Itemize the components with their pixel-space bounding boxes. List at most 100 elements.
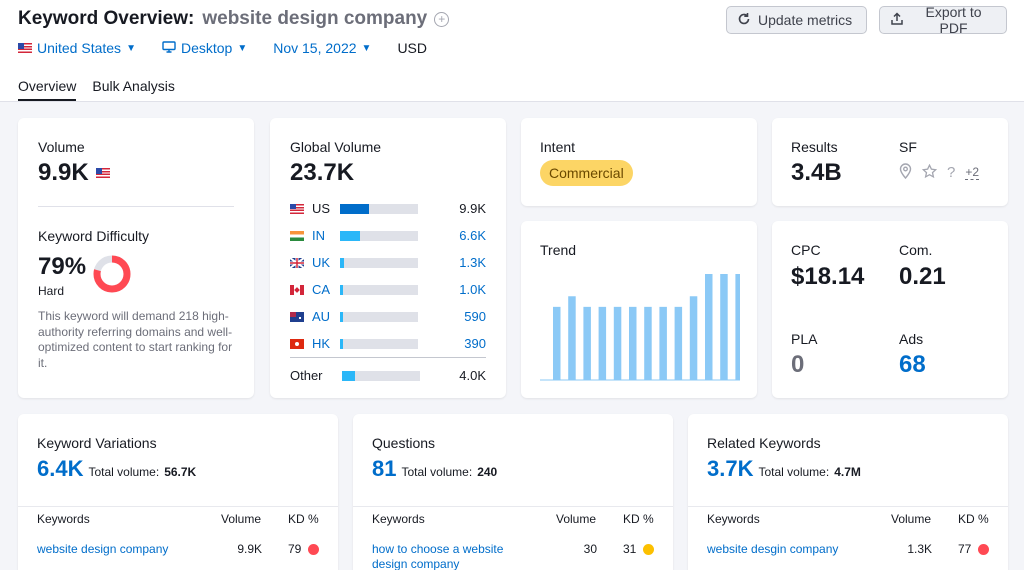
country-select[interactable]: United States ▼ — [18, 40, 136, 56]
australia-flag-icon — [290, 311, 304, 322]
com-value: 0.21 — [899, 263, 946, 290]
keyword-kd: 79 — [288, 542, 302, 556]
trend-bar[interactable] — [583, 306, 591, 380]
section-count[interactable]: 81 — [372, 456, 397, 481]
column-header-keywords: Keywords — [372, 512, 425, 526]
sf-more-link[interactable]: +2 — [965, 165, 980, 180]
divider — [688, 506, 1008, 507]
trend-card: Trend — [521, 221, 757, 398]
questions-card: Questions 81 Total volume: 240 Keywords … — [353, 414, 673, 570]
difficulty-donut-arc — [93, 255, 131, 293]
column-header-volume: Volume — [556, 512, 597, 526]
section-count[interactable]: 3.7K — [707, 456, 754, 481]
keyword-kd: 77 — [958, 542, 972, 556]
divider — [353, 506, 673, 507]
sf-label: SF — [899, 139, 917, 155]
section-title: Questions — [372, 435, 436, 451]
global-volume-label: Global Volume — [290, 139, 382, 155]
ads-value[interactable]: 68 — [899, 351, 926, 378]
total-volume-label: Total volume: — [88, 465, 160, 479]
country-row-au[interactable]: AU 590 — [290, 309, 486, 324]
volume-number: 9.9K — [38, 159, 89, 186]
difficulty-donut — [93, 255, 131, 293]
question-icon[interactable]: ? — [947, 164, 956, 181]
global-volume-value: 23.7K — [290, 159, 355, 186]
country-row-other: Other 4.0K — [290, 368, 486, 383]
kd-indicator — [643, 544, 654, 555]
us-flag-icon — [18, 43, 32, 53]
trend-bar[interactable] — [568, 296, 576, 380]
filters-bar: United States ▼ Desktop ▼ Nov 15, 2022 ▼… — [18, 40, 427, 56]
chevron-down-icon: ▼ — [126, 42, 136, 54]
add-keyword-icon[interactable]: + — [434, 11, 450, 27]
country-row-us[interactable]: US 9.9K — [290, 201, 486, 216]
cpc-label: CPC — [791, 242, 821, 258]
trend-bar[interactable] — [613, 306, 622, 380]
country-volume: 9.9K — [459, 201, 486, 216]
country-code: HK — [312, 336, 331, 351]
section-count[interactable]: 6.4K — [37, 456, 84, 481]
star-icon[interactable] — [921, 163, 938, 182]
country-row-uk[interactable]: UK 1.3K — [290, 255, 486, 270]
export-pdf-button[interactable]: Export to PDF — [879, 4, 1007, 36]
country-bar-fill — [340, 203, 369, 214]
country-bar-fill — [340, 338, 343, 349]
date-select[interactable]: Nov 15, 2022 ▼ — [273, 40, 371, 56]
chevron-down-icon: ▼ — [361, 42, 372, 54]
country-bar — [340, 230, 418, 241]
sf-icons: ? +2 — [899, 163, 980, 182]
trend-bar[interactable] — [720, 274, 728, 380]
total-volume-value: 56.7K — [164, 465, 197, 479]
title-keyword: website design company — [202, 8, 428, 29]
intent-badge: Commercial — [540, 160, 633, 186]
difficulty-description: This keyword will demand 218 high-author… — [38, 309, 233, 370]
country-volume: 1.3K — [459, 255, 486, 270]
ads-label: Ads — [899, 331, 924, 347]
pla-value: 0 — [791, 351, 805, 378]
country-row-ca[interactable]: CA 1.0K — [290, 282, 486, 297]
country-bar — [340, 311, 418, 322]
cpc-card: CPC $18.14 Com. 0.21 PLA 0 Ads 68 — [772, 221, 1008, 398]
difficulty-label: Keyword Difficulty — [38, 228, 150, 244]
page-header: Keyword Overview: website design company… — [0, 0, 1024, 102]
tab-overview[interactable]: Overview — [18, 78, 77, 101]
trend-bar[interactable] — [598, 306, 607, 380]
chevron-down-icon: ▼ — [237, 42, 248, 54]
column-header-keywords: Keywords — [37, 512, 90, 526]
country-code: AU — [312, 309, 331, 324]
trend-bar[interactable] — [553, 306, 561, 380]
trend-bar[interactable] — [705, 274, 713, 380]
device-select[interactable]: Desktop ▼ — [162, 40, 247, 56]
country-row-in[interactable]: IN 6.6K — [290, 228, 486, 243]
trend-bar[interactable] — [644, 306, 652, 380]
location-pin-icon[interactable] — [899, 163, 912, 182]
hong-kong-flag-icon — [290, 338, 304, 349]
country-code: UK — [312, 255, 331, 270]
kd-indicator — [308, 544, 319, 555]
country-bar — [340, 338, 418, 349]
title-label: Keyword Overview: — [18, 8, 195, 29]
tabs: Overview Bulk Analysis — [18, 78, 175, 101]
section-summary: 81 Total volume: 240 — [372, 456, 497, 482]
date-value: Nov 15, 2022 — [273, 40, 357, 56]
keyword-link[interactable]: website design company — [37, 542, 169, 556]
trend-bar[interactable] — [674, 306, 683, 380]
india-flag-icon — [290, 230, 304, 241]
trend-bar[interactable] — [735, 274, 740, 380]
update-metrics-button[interactable]: Update metrics — [726, 6, 867, 34]
difficulty-level: Hard — [38, 284, 65, 298]
keyword-link[interactable]: how to choose a website design company — [372, 542, 504, 570]
us-flag-icon — [95, 168, 110, 178]
keyword-link[interactable]: website desgin company — [707, 542, 839, 556]
tab-bulk-analysis[interactable]: Bulk Analysis — [92, 78, 175, 94]
trend-bar[interactable] — [689, 296, 698, 380]
trend-bar[interactable] — [629, 306, 637, 380]
section-summary: 6.4K Total volume: 56.7K — [37, 456, 196, 482]
country-row-hk[interactable]: HK 390 — [290, 336, 486, 351]
results-card: Results 3.4B SF ? +2 — [772, 118, 1008, 206]
global-volume-card: Global Volume 23.7K US 9.9K IN 6.6K UK 1… — [270, 118, 506, 398]
pla-label: PLA — [791, 331, 818, 347]
country-volume: 4.0K — [459, 368, 486, 383]
trend-bar[interactable] — [659, 306, 667, 380]
column-header-keywords: Keywords — [707, 512, 760, 526]
